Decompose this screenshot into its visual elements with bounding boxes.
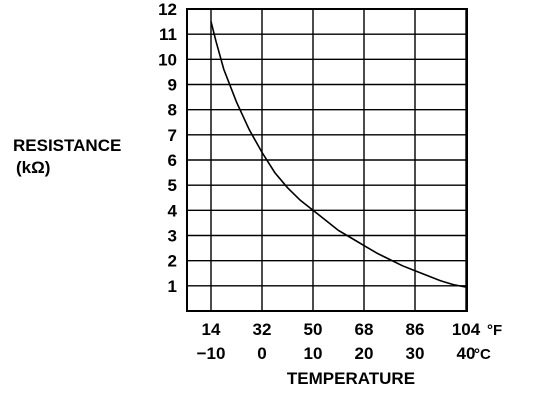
y-tick-label-12: 12: [158, 0, 177, 19]
y-tick-label-4: 4: [168, 201, 178, 220]
y-tick-label-10: 10: [158, 50, 177, 69]
y-tick-label-11: 11: [159, 25, 177, 44]
x-axis-label: TEMPERATURE: [287, 369, 415, 388]
y-axis-label: RESISTANCE: [13, 136, 121, 155]
x-tick-labels: 14 32 50 68 86 104 −10 0 10 20 30 40: [197, 320, 481, 363]
y-tick-label-3: 3: [168, 227, 177, 246]
y-tick-label-5: 5: [168, 176, 177, 195]
x-tick-label-f-3: 68: [355, 320, 374, 339]
x-unit-fahrenheit: °F: [487, 322, 502, 339]
y-tick-label-2: 2: [168, 252, 177, 271]
x-tick-label-c-0: −10: [197, 344, 226, 363]
y-tick-label-8: 8: [168, 101, 177, 120]
y-tick-label-1: 1: [168, 277, 177, 296]
x-tick-label-f-4: 86: [406, 320, 425, 339]
y-axis-unit: (kΩ): [16, 158, 50, 177]
x-unit-celsius: °C: [474, 346, 491, 363]
x-tick-label-c-4: 30: [406, 344, 425, 363]
x-tick-label-f-1: 32: [253, 320, 272, 339]
x-tick-label-c-2: 10: [304, 344, 323, 363]
x-tick-label-f-2: 50: [304, 320, 323, 339]
x-tick-label-c-1: 0: [257, 344, 266, 363]
y-tick-label-6: 6: [168, 151, 177, 170]
x-tick-label-f-5: 104: [452, 320, 481, 339]
x-tick-label-c-3: 20: [355, 344, 374, 363]
x-tick-label-c-5: 40: [457, 344, 476, 363]
y-tick-label-9: 9: [168, 76, 177, 95]
x-tick-label-f-0: 14: [202, 320, 221, 339]
y-tick-label-7: 7: [168, 126, 177, 145]
resistance-curve: [210, 21, 467, 288]
chart-grid: [186, 8, 468, 312]
